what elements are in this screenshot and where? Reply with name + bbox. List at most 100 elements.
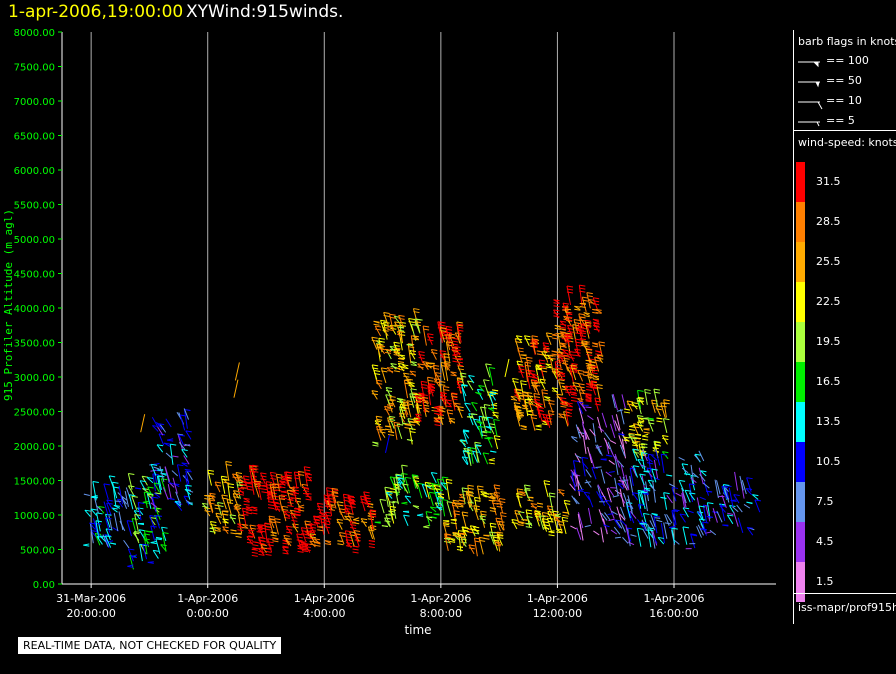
wind-barb bbox=[616, 409, 624, 412]
wind-barb bbox=[236, 476, 244, 483]
wind-barb bbox=[524, 361, 532, 382]
wind-barb bbox=[632, 465, 640, 478]
wind-barb bbox=[656, 417, 663, 423]
wind-barb bbox=[172, 477, 178, 494]
wind-barb bbox=[389, 505, 397, 524]
wind-barb bbox=[344, 515, 351, 522]
wind-barb bbox=[535, 424, 542, 431]
wind-barb bbox=[650, 454, 658, 461]
wind-barb bbox=[609, 440, 617, 445]
y-tick-label: 4500.00 bbox=[14, 270, 55, 281]
y-tick-label: 3500.00 bbox=[14, 339, 55, 350]
wind-barb bbox=[95, 505, 103, 512]
wind-barb bbox=[485, 363, 492, 378]
x-tick-label-date: 1-Apr-2006 bbox=[410, 592, 471, 605]
wind-barb bbox=[411, 474, 419, 489]
wind-barb bbox=[631, 402, 638, 410]
wind-barb bbox=[726, 514, 734, 525]
wind-barb bbox=[386, 491, 393, 499]
wind-barb bbox=[116, 498, 124, 508]
wind-barb bbox=[493, 484, 501, 499]
wind-barb bbox=[644, 487, 651, 492]
wind-barb bbox=[293, 471, 301, 489]
wind-barb bbox=[605, 471, 612, 477]
wind-barb bbox=[131, 495, 138, 510]
wind-barb bbox=[471, 402, 478, 412]
wind-barb bbox=[378, 345, 386, 355]
wind-barb bbox=[465, 490, 473, 508]
wind-barb bbox=[489, 507, 497, 513]
wind-barb bbox=[698, 450, 705, 462]
wind-barb bbox=[664, 522, 672, 525]
barb-legend-title: barb flags in knots bbox=[798, 35, 896, 48]
wind-barb bbox=[548, 492, 556, 512]
wind-barb bbox=[585, 479, 592, 488]
wind-barb bbox=[283, 534, 290, 546]
wind-barb bbox=[618, 435, 625, 450]
wind-barb bbox=[430, 349, 438, 360]
wind-barb bbox=[619, 476, 625, 488]
wind-barb bbox=[137, 522, 145, 526]
wind-barb bbox=[426, 333, 434, 346]
wind-barb bbox=[300, 527, 308, 542]
wind-barb bbox=[251, 464, 259, 484]
wind-barb bbox=[169, 443, 177, 465]
wind-barb bbox=[384, 486, 391, 507]
wind-barb bbox=[185, 499, 193, 505]
wind-barb bbox=[390, 363, 397, 370]
wind-barb bbox=[571, 472, 576, 492]
wind-barb bbox=[682, 507, 690, 518]
wind-barb bbox=[428, 491, 436, 506]
wind-barb bbox=[165, 418, 172, 428]
wind-barb bbox=[606, 487, 612, 503]
wind-barb bbox=[566, 312, 573, 322]
y-tick-label: 7000.00 bbox=[14, 97, 55, 108]
wind-barb bbox=[694, 453, 702, 463]
wind-barb bbox=[690, 534, 698, 537]
wind-barb bbox=[591, 366, 598, 375]
wind-barb bbox=[256, 525, 263, 534]
wind-barb bbox=[601, 512, 608, 521]
wind-barb bbox=[478, 384, 485, 392]
wind-barb bbox=[376, 343, 383, 357]
wind-barb bbox=[177, 434, 184, 451]
wind-barb bbox=[459, 439, 467, 448]
wind-barb bbox=[607, 487, 615, 497]
wind-barb bbox=[534, 510, 541, 516]
wind-barb bbox=[515, 412, 523, 427]
wind-barb bbox=[386, 367, 394, 374]
wind-barb bbox=[569, 483, 576, 491]
wind-barb bbox=[434, 372, 442, 383]
wind-barb bbox=[625, 474, 630, 491]
wind-barb bbox=[483, 379, 490, 394]
wind-barb bbox=[147, 561, 154, 564]
wind-barb bbox=[371, 336, 378, 350]
wind-barb bbox=[705, 531, 712, 534]
colorbar-swatch bbox=[796, 362, 805, 402]
y-tick-label: 2000.00 bbox=[14, 442, 55, 453]
wind-barb bbox=[353, 517, 360, 525]
wind-barb bbox=[159, 424, 167, 433]
wind-barb bbox=[221, 510, 229, 527]
wind-barb bbox=[469, 525, 477, 537]
wind-barb bbox=[396, 423, 404, 440]
wind-barb bbox=[577, 426, 584, 438]
wind-barb bbox=[571, 435, 578, 439]
wind-barb bbox=[91, 495, 99, 499]
wind-barb bbox=[472, 526, 480, 534]
colorbar-label: 10.5 bbox=[816, 455, 841, 468]
wind-barb bbox=[479, 406, 487, 421]
wind-barb bbox=[560, 331, 567, 342]
wind-barb bbox=[727, 512, 734, 515]
barb-10-icon bbox=[817, 101, 823, 110]
wind-barb bbox=[613, 526, 621, 535]
wind-barb bbox=[494, 541, 502, 547]
wind-barb bbox=[585, 394, 592, 403]
wind-barb bbox=[245, 506, 253, 515]
wind-barb bbox=[457, 406, 464, 419]
wind-barb bbox=[406, 439, 414, 442]
wind-barb bbox=[363, 491, 370, 504]
wind-barb bbox=[635, 434, 642, 440]
wind-barb bbox=[619, 444, 626, 457]
wind-barb bbox=[617, 460, 625, 468]
